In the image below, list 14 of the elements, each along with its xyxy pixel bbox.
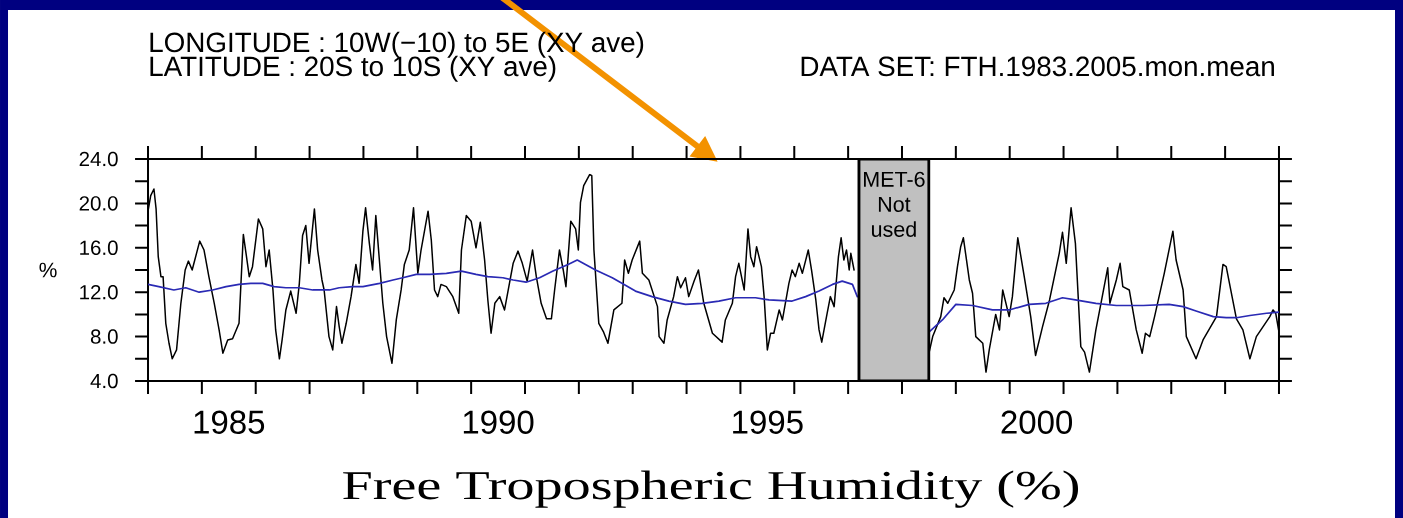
x-tick-label: 2000 xyxy=(1001,410,1073,434)
text: Free Tropospheric Humidity (%) xyxy=(343,470,1079,508)
y-tick-label: 24.0 xyxy=(79,151,118,167)
x-tick-label: 1995 xyxy=(733,410,803,434)
y-tick-label: 20.0 xyxy=(79,196,118,211)
x-tick-label: 1985 xyxy=(194,410,265,434)
y-tick-label: 8.0 xyxy=(90,329,118,344)
y-tick-label: 4.0 xyxy=(90,373,118,389)
text: DATA SET: FTH.1983.2005.mon.mean xyxy=(801,56,1274,77)
x-tick-label: 1990 xyxy=(463,410,534,434)
y-axis-title: % xyxy=(39,262,57,278)
y-tick-label: 16.0 xyxy=(80,240,118,256)
y-tick-label: 12.0 xyxy=(80,284,118,300)
band-label: MET-6 Not used xyxy=(864,171,925,237)
